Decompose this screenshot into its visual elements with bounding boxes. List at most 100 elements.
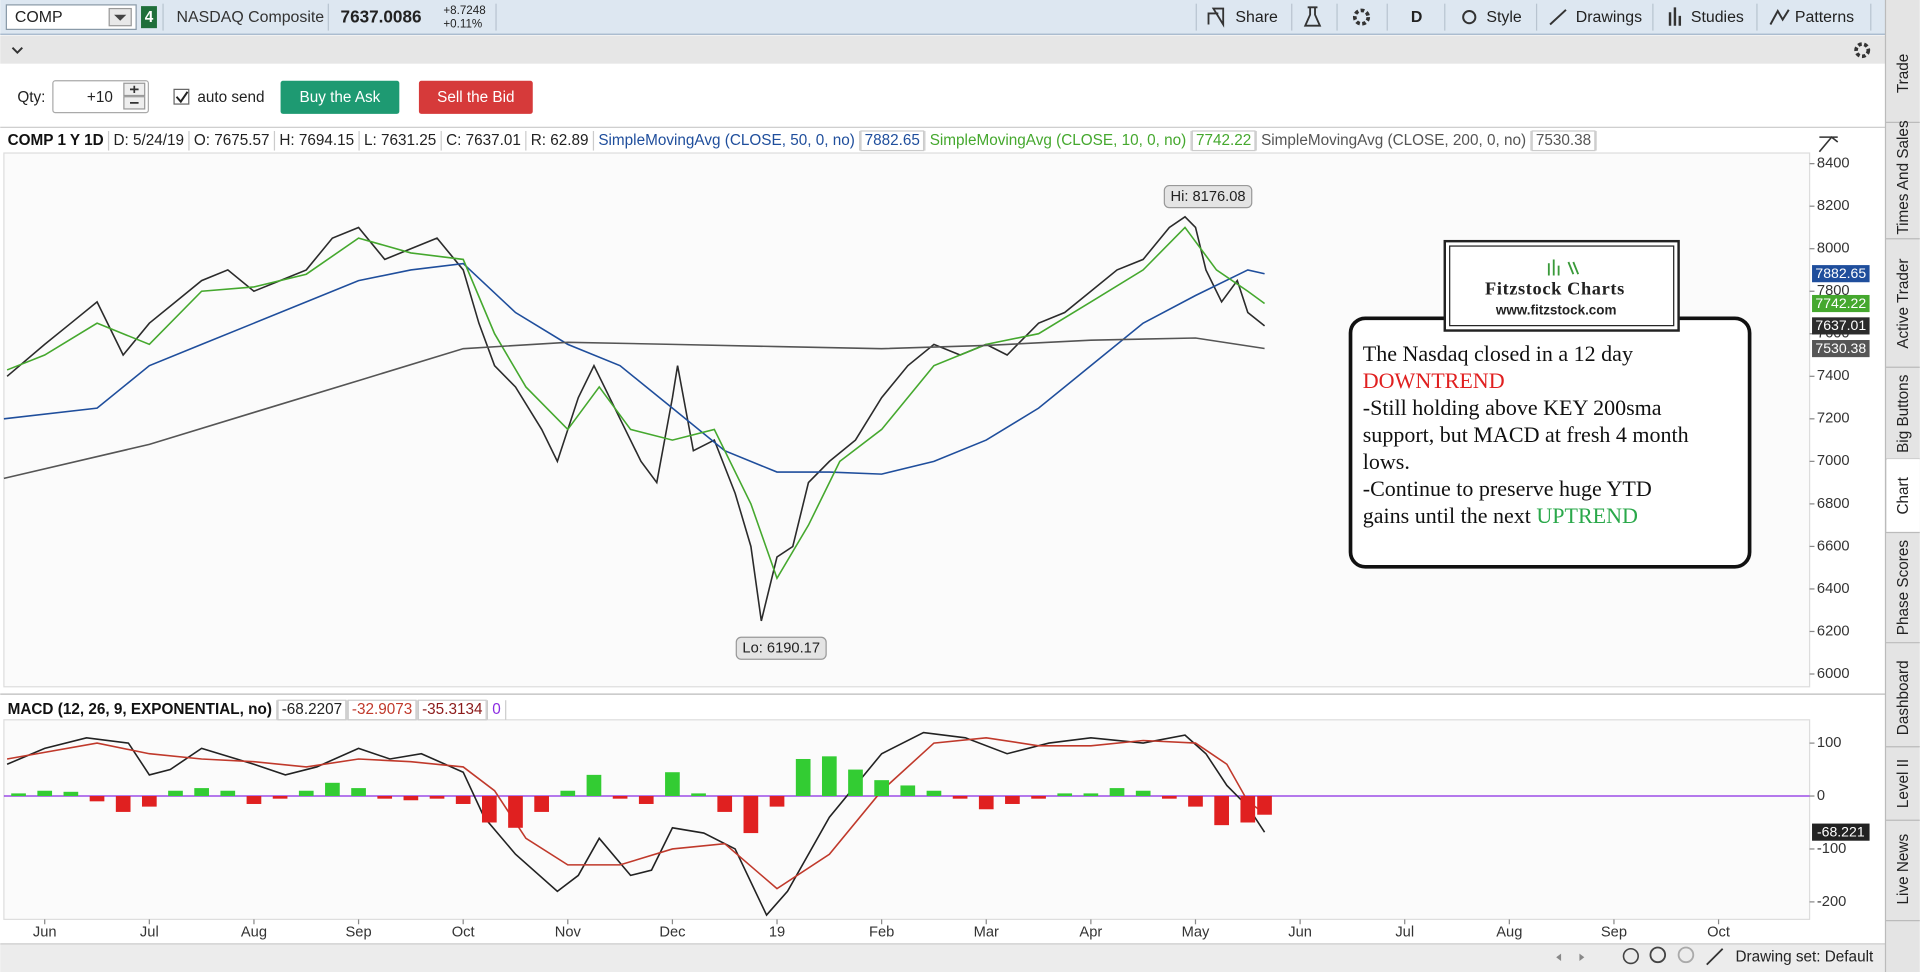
collapse-icon[interactable] [11, 47, 23, 55]
y-tick-label: 8400 [1817, 156, 1850, 172]
x-tick-label: Sep [1601, 925, 1627, 941]
legend-value-box [417, 699, 487, 721]
histogram-bar [63, 791, 79, 797]
toolbar [0, 0, 1886, 35]
drawings-button[interactable]: Drawings [1576, 9, 1642, 26]
sub-toolbar [0, 35, 1886, 64]
legend-item: 7882.65 [865, 132, 920, 149]
x-tick-label: Oct [1707, 925, 1730, 941]
side-tab[interactable]: Trade [1895, 54, 1912, 93]
price-tag [1812, 340, 1870, 358]
series-line [6, 731, 1266, 917]
histogram-bar [481, 796, 497, 823]
histogram-bar [926, 790, 942, 797]
legend-item: -35.3134 [422, 701, 483, 718]
aggregation-button[interactable]: D [1411, 9, 1423, 26]
auto-send-checkbox[interactable] [173, 88, 190, 105]
link-group-label[interactable]: 4 [145, 9, 154, 26]
annotation-line: -Still holding above KEY 200sma [1363, 395, 1662, 420]
side-tab[interactable]: Chart [1895, 476, 1912, 514]
legend-item: SimpleMovingAvg (CLOSE, 50, 0, no) [598, 132, 854, 149]
status-bar [0, 943, 1886, 972]
legend-value-box [860, 130, 925, 152]
zoom-out-icon[interactable] [1677, 946, 1695, 964]
sell-button[interactable] [418, 80, 533, 114]
histogram-bar [1083, 793, 1099, 797]
x-tick-label: Feb [869, 925, 894, 941]
patterns-icon [1769, 9, 1790, 25]
studies-icon [1668, 7, 1682, 26]
x-tick-label: Nov [555, 925, 582, 941]
y-tick-label: 7400 [1817, 368, 1850, 384]
share-button[interactable]: Share [1235, 9, 1278, 26]
histogram-bar [115, 796, 131, 812]
side-tab[interactable]: Active Trader [1895, 259, 1912, 349]
gear-icon[interactable] [1854, 42, 1871, 59]
histogram-bar [874, 780, 889, 797]
annotation-text: The Nasdaq closed in a 12 day [1363, 341, 1633, 366]
price-tag-label: 7530.38 [1815, 340, 1866, 356]
x-tick-label: Jun [1288, 925, 1312, 941]
annotation-text: support, but MACD at fresh 4 month [1363, 422, 1689, 447]
studies-button[interactable]: Studies [1691, 9, 1744, 26]
side-tab[interactable]: Dashboard [1895, 660, 1912, 735]
y-tick-label: 100 [1817, 735, 1842, 751]
hi-lo-box [1163, 184, 1253, 209]
price-tag [1812, 317, 1870, 335]
side-tab[interactable]: Times And Sales [1895, 120, 1912, 235]
draw-icon[interactable] [1706, 948, 1724, 966]
buy-button[interactable] [280, 80, 400, 114]
annotation: Fitzstock Charts www.fitzstock.com The N… [1348, 239, 1752, 569]
histogram-bar [1188, 796, 1203, 807]
annotation-line: -Continue to preserve huge YTD [1363, 476, 1652, 501]
side-tab[interactable]: Phase Scores [1895, 540, 1912, 636]
histogram-bar [455, 796, 471, 804]
x-tick-label: Jul [1395, 925, 1414, 941]
price-tag [1812, 823, 1870, 841]
price-tag-label: 7742.22 [1815, 295, 1866, 311]
side-tab[interactable]: Big Buttons [1895, 374, 1912, 453]
beaker-icon[interactable] [1303, 6, 1322, 27]
legend-item: C: 7637.01 [446, 132, 521, 149]
y-tick-label: 7000 [1817, 453, 1850, 469]
logo-url: www.fitzstock.com [1495, 303, 1617, 318]
auto-send-label[interactable]: auto send [197, 89, 264, 106]
qty-value[interactable]: +10 [87, 89, 113, 106]
y-tick-label: 7200 [1817, 411, 1850, 427]
legend-item: 7742.22 [1196, 132, 1251, 149]
histogram-bar [534, 796, 549, 812]
share-icon [1207, 7, 1225, 28]
style-button[interactable]: Style [1486, 9, 1522, 26]
crosshair-icon[interactable] [1622, 947, 1639, 965]
histogram-bar [978, 796, 994, 810]
series-line [3, 337, 1265, 480]
histogram-bar [298, 790, 314, 797]
link-group[interactable] [141, 6, 157, 29]
patterns-button[interactable]: Patterns [1795, 9, 1854, 26]
y-tick-label: 8000 [1817, 241, 1850, 257]
histogram-bar [1005, 796, 1020, 804]
side-tab[interactable]: Live News [1895, 834, 1912, 905]
hi-lo-label: Lo: 6190.17 [742, 641, 820, 657]
y-tick-label: -100 [1817, 841, 1846, 857]
histogram-bar [1161, 796, 1177, 799]
logo-box [1443, 239, 1680, 332]
histogram-bar [1109, 788, 1125, 797]
side-tab[interactable]: Level II [1895, 759, 1912, 808]
sell-label[interactable]: Sell the Bid [437, 89, 514, 106]
qty-label: Qty: [17, 89, 45, 106]
histogram-bar [403, 796, 419, 801]
histogram-bar [821, 756, 837, 797]
drawing-set[interactable]: Drawing set: Default [1736, 948, 1874, 965]
style-icon [1462, 10, 1477, 25]
zoom-in-icon[interactable] [1649, 946, 1667, 964]
legend-item: -68.2207 [282, 701, 342, 718]
selected-tab [1886, 459, 1920, 533]
x-tick-label: Aug [241, 925, 267, 941]
histogram-bar [848, 769, 863, 797]
legend-value-box [1531, 130, 1596, 152]
symbol[interactable]: COMP [15, 9, 63, 26]
histogram-bar [246, 796, 262, 804]
buy-label[interactable]: Buy the Ask [300, 89, 381, 106]
